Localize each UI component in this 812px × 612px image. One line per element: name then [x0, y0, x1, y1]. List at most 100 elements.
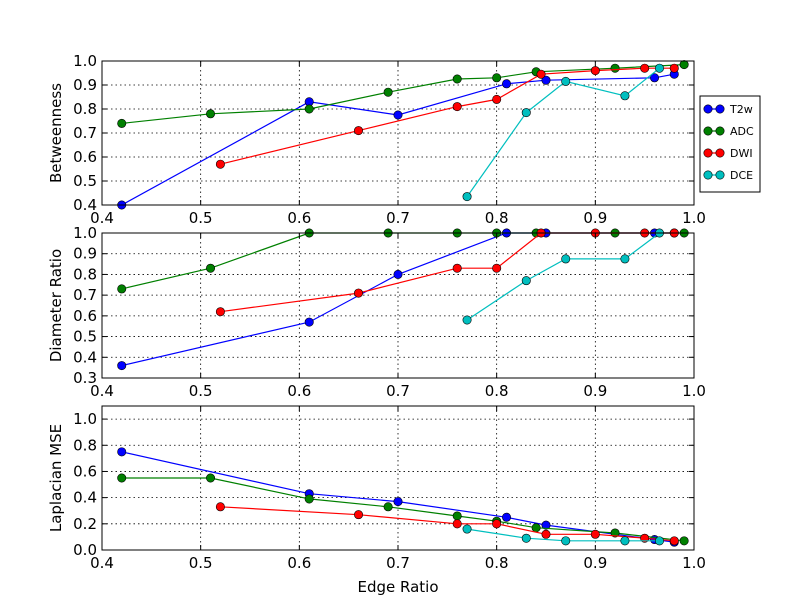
legend-entry-dwi: DWI: [703, 147, 753, 160]
data-point-dwi: [536, 69, 546, 79]
x-tick-label: 0.4: [90, 382, 114, 400]
x-tick-label: 0.5: [189, 209, 213, 227]
data-point-t2w: [304, 317, 314, 327]
data-point-dce: [462, 524, 472, 534]
data-point-t2w: [502, 512, 512, 522]
data-point-dce: [620, 254, 630, 264]
y-axis-label: Diameter Ratio: [47, 249, 65, 362]
data-point-dwi: [215, 159, 225, 169]
data-point-t2w: [393, 497, 403, 507]
y-tick-label: 1.0: [73, 52, 97, 70]
legend-label: DCE: [730, 169, 753, 182]
data-point-dce: [620, 91, 630, 101]
legend-label: DWI: [730, 147, 753, 160]
legend-marker: [715, 104, 725, 114]
data-point-adc: [679, 536, 689, 546]
data-point-adc: [206, 263, 216, 273]
x-tick-label: 0.8: [485, 554, 509, 572]
data-point-dwi: [452, 519, 462, 529]
data-point-adc: [206, 109, 216, 119]
legend-marker: [703, 104, 713, 114]
data-point-adc: [117, 118, 127, 128]
y-tick-label: 0.4: [73, 489, 97, 507]
y-tick-label: 0.0: [73, 541, 97, 559]
y-tick-label: 0.4: [73, 196, 97, 214]
data-point-dwi: [590, 529, 600, 539]
data-point-adc: [531, 523, 541, 533]
legend-entry-adc: ADC: [703, 125, 754, 138]
data-point-adc: [452, 74, 462, 84]
data-point-t2w: [117, 361, 127, 371]
series-dwi: [215, 63, 679, 169]
x-tick-label: 0.7: [386, 209, 410, 227]
x-tick-label: 0.4: [90, 554, 114, 572]
data-point-dwi: [492, 519, 502, 529]
x-tick-label: 0.7: [386, 382, 410, 400]
data-point-dwi: [669, 63, 679, 73]
data-point-adc: [117, 473, 127, 483]
y-tick-label: 0.2: [73, 515, 97, 533]
x-tick-label: 0.5: [189, 382, 213, 400]
y-tick-label: 0.7: [73, 124, 97, 142]
data-point-dce: [561, 76, 571, 86]
data-point-dce: [561, 254, 571, 264]
legend-marker: [703, 170, 713, 180]
x-tick-label: 1.0: [682, 554, 706, 572]
data-point-dce: [462, 192, 472, 202]
data-point-adc: [610, 528, 620, 538]
x-tick-label: 1.0: [682, 382, 706, 400]
data-point-dce: [521, 276, 531, 286]
data-point-dwi: [640, 63, 650, 73]
x-tick-label: 0.9: [583, 382, 607, 400]
y-tick-label: 0.4: [73, 348, 97, 366]
y-tick-label: 1.0: [73, 410, 97, 428]
data-point-adc: [206, 473, 216, 483]
data-point-t2w: [502, 79, 512, 89]
data-point-t2w: [393, 110, 403, 120]
y-tick-label: 0.6: [73, 148, 97, 166]
x-tick-label: 0.9: [583, 554, 607, 572]
data-point-t2w: [393, 269, 403, 279]
series-line-dwi: [220, 506, 675, 542]
data-point-t2w: [117, 447, 127, 457]
series-line-dwi: [220, 67, 675, 165]
panel-betweenness: 0.4 0.5 0.6 0.7 0.8 0.9 1.0 0.4 0.5 0.6 0.7 0.8 0.9 1…: [47, 52, 706, 227]
legend-marker: [715, 148, 725, 158]
x-tick-label: 0.5: [189, 554, 213, 572]
data-point-dwi: [669, 536, 679, 546]
data-point-dce: [462, 315, 472, 325]
data-point-dwi: [215, 502, 225, 512]
y-tick-label: 0.6: [73, 307, 97, 325]
legend-label: T2w: [729, 103, 753, 116]
y-tick-label: 0.8: [73, 100, 97, 118]
data-point-dwi: [492, 263, 502, 273]
legend-entry-t2w: T2w: [703, 103, 753, 116]
y-tick-label: 0.6: [73, 462, 97, 480]
y-axis-label: Betweenness: [47, 83, 65, 183]
y-tick-label: 0.5: [73, 172, 97, 190]
x-tick-label: 0.4: [90, 209, 114, 227]
data-point-t2w: [541, 520, 551, 530]
y-tick-label: 0.9: [73, 245, 97, 263]
data-point-adc: [452, 511, 462, 521]
data-point-adc: [383, 87, 393, 97]
legend-marker: [703, 126, 713, 136]
data-point-adc: [304, 104, 314, 114]
data-point-dwi: [452, 263, 462, 273]
y-tick-label: 0.3: [73, 369, 97, 387]
data-point-dwi: [492, 94, 502, 104]
x-axis-label: Edge Ratio: [357, 578, 438, 596]
y-tick-label: 0.8: [73, 436, 97, 454]
x-tick-label: 0.6: [287, 554, 311, 572]
data-point-adc: [492, 73, 502, 83]
data-point-adc: [679, 60, 689, 70]
data-point-dce: [654, 536, 664, 546]
data-point-dce: [654, 63, 664, 73]
data-point-adc: [610, 63, 620, 73]
data-point-dwi: [452, 102, 462, 112]
x-tick-label: 0.8: [485, 209, 509, 227]
y-tick-label: 0.5: [73, 328, 97, 346]
data-point-dwi: [354, 126, 364, 136]
legend: T2w ADC DWI DCE: [699, 95, 761, 193]
data-point-dwi: [541, 529, 551, 539]
